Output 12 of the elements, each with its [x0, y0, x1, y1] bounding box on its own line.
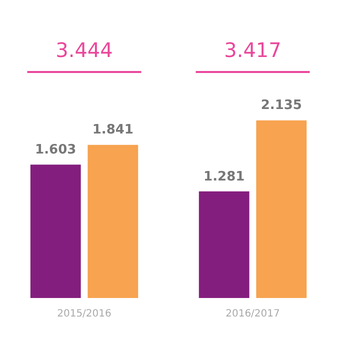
bar — [88, 144, 138, 298]
x-tick-label: 2015/2016 — [57, 308, 112, 320]
bar — [30, 164, 81, 298]
text: 3.417 — [224, 38, 282, 62]
text: 3.444 — [56, 38, 113, 62]
data-label: 2.135 — [260, 98, 302, 114]
bar — [198, 191, 250, 298]
x-tick-label: 2016/2017 — [226, 308, 280, 320]
data-label: 1.281 — [204, 169, 245, 184]
data-label: 1.603 — [35, 142, 76, 158]
bar — [256, 120, 307, 298]
data-label: 1.841 — [92, 122, 134, 138]
